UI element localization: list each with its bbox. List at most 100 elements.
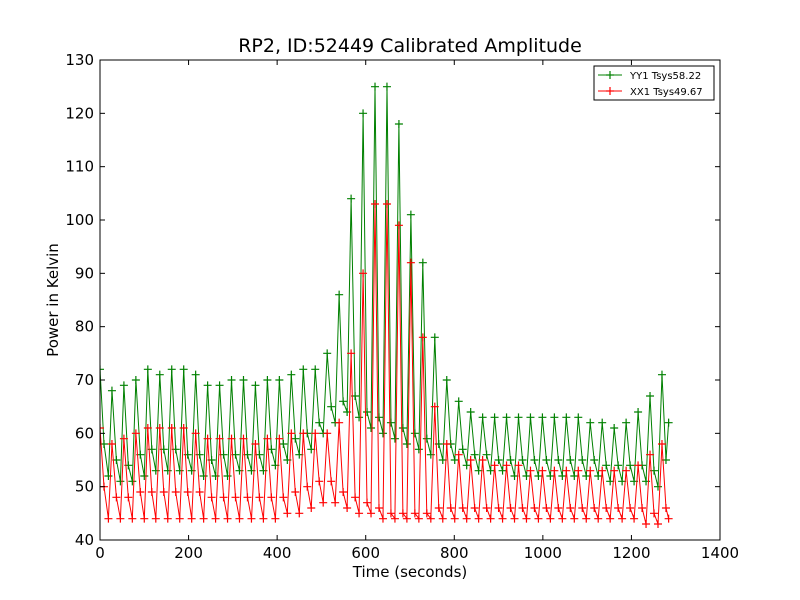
data-point <box>231 493 240 502</box>
data-point <box>538 466 547 475</box>
data-point <box>343 504 352 512</box>
data-point <box>263 434 272 443</box>
data-point <box>566 504 575 512</box>
data-point <box>514 413 523 422</box>
data-point <box>490 461 499 470</box>
data-point <box>454 397 463 406</box>
data-point <box>486 514 495 523</box>
data-point <box>542 456 551 464</box>
data-point <box>398 424 407 432</box>
data-point <box>275 376 284 384</box>
y-tick-label: 50 <box>75 478 94 496</box>
data-point <box>442 376 451 384</box>
data-point <box>112 493 121 502</box>
x-axis: 0 200 400 600 800 1000 1200 1400 <box>95 60 739 562</box>
x-tick-label: 200 <box>174 544 203 562</box>
data-point <box>438 514 447 523</box>
data-point <box>554 504 563 512</box>
data-point <box>335 418 344 427</box>
data-point <box>586 466 595 475</box>
data-point <box>311 429 320 438</box>
data-point <box>470 504 479 512</box>
data-point <box>259 514 268 523</box>
data-point <box>654 482 662 491</box>
data-point <box>291 488 300 496</box>
data-point <box>434 504 443 512</box>
data-point <box>562 466 571 475</box>
data-point <box>199 472 208 480</box>
data-point <box>207 493 216 502</box>
data-point <box>283 509 292 518</box>
series-layer <box>100 82 673 528</box>
data-point <box>255 493 264 502</box>
data-point <box>498 466 507 475</box>
y-tick-label: 100 <box>65 211 94 229</box>
data-point <box>363 408 372 416</box>
data-point <box>155 370 164 379</box>
data-point <box>406 258 415 267</box>
data-point <box>610 424 619 432</box>
y-tick-label: 90 <box>75 264 94 282</box>
data-point <box>243 493 252 502</box>
data-point <box>394 120 403 128</box>
data-point <box>526 466 535 475</box>
data-point <box>506 456 515 464</box>
data-point <box>510 472 519 480</box>
data-point <box>646 450 655 459</box>
data-point <box>327 477 336 486</box>
data-point <box>382 82 391 91</box>
data-point <box>359 269 368 278</box>
data-point <box>247 514 256 523</box>
series-line <box>100 203 670 525</box>
data-point <box>390 434 399 443</box>
data-point <box>478 413 487 422</box>
data-point <box>406 210 415 219</box>
x-tick-label: 800 <box>440 544 469 562</box>
data-point <box>422 434 431 443</box>
data-point <box>235 514 244 523</box>
data-point <box>223 514 232 523</box>
data-point <box>203 434 212 443</box>
data-point <box>578 456 587 464</box>
data-point <box>315 418 324 427</box>
data-point <box>355 413 364 422</box>
data-point <box>351 493 360 502</box>
data-point <box>586 418 595 427</box>
data-point <box>116 514 125 523</box>
data-point <box>546 472 555 480</box>
data-point <box>371 200 380 208</box>
data-point <box>140 472 149 480</box>
data-point <box>339 488 348 496</box>
data-point <box>430 402 439 411</box>
data-point <box>211 514 220 523</box>
data-point <box>630 514 639 523</box>
data-point <box>371 82 380 91</box>
data-point <box>386 418 395 427</box>
data-point <box>378 514 387 523</box>
data-point <box>514 461 523 470</box>
data-point <box>151 466 160 475</box>
data-point <box>558 472 567 480</box>
data-point <box>390 514 399 523</box>
data-point <box>657 370 666 379</box>
data-point <box>136 488 145 496</box>
data-point <box>147 488 156 496</box>
data-point <box>128 477 137 486</box>
data-point <box>494 504 503 512</box>
data-point <box>554 456 563 464</box>
data-point <box>410 509 419 518</box>
data-point <box>594 472 603 480</box>
data-point <box>215 434 224 443</box>
data-point <box>191 429 200 438</box>
data-point <box>187 514 196 523</box>
data-point <box>287 429 296 438</box>
data-point <box>375 504 383 512</box>
x-tick-label: 400 <box>263 544 292 562</box>
legend-label: YY1 Tsys58.22 <box>629 71 701 82</box>
data-point <box>478 456 487 464</box>
data-point <box>347 349 356 358</box>
data-point <box>263 376 272 384</box>
data-point <box>664 514 673 523</box>
data-point <box>502 413 511 422</box>
data-point <box>442 440 451 448</box>
